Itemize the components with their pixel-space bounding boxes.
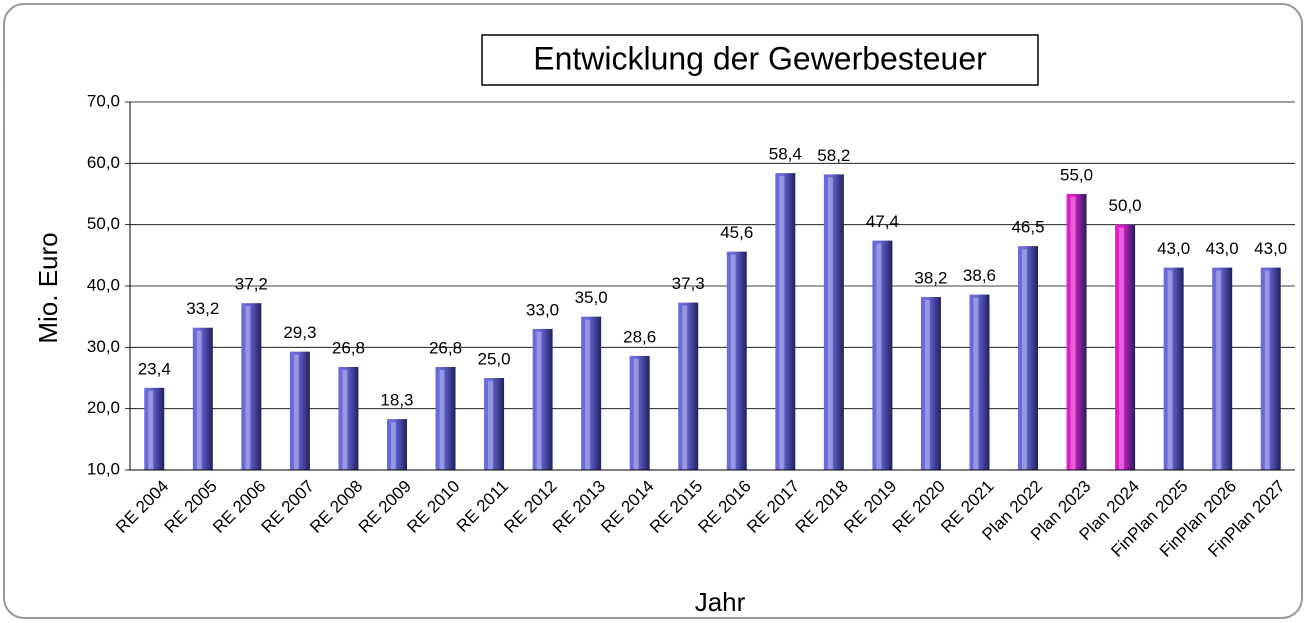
bar-highlight [1119,227,1125,470]
bar [241,303,262,470]
value-label: 33,2 [186,299,219,318]
bar-highlight [973,297,979,470]
bar [144,387,165,470]
value-label: 37,3 [672,274,705,293]
y-tick-label: 40,0 [87,275,120,294]
value-label: 43,0 [1157,239,1190,258]
bar-highlight [876,243,882,470]
value-label: 45,6 [720,223,753,242]
bar-highlight [1167,270,1173,470]
y-tick-label: 20,0 [87,398,120,417]
y-tick-label: 10,0 [87,459,120,478]
value-label: 43,0 [1206,239,1239,258]
value-label: 47,4 [866,212,899,231]
bar-highlight [536,331,542,470]
bar [1163,267,1184,470]
bar [872,240,893,470]
bar-highlight [633,358,639,470]
value-label: 43,0 [1254,239,1287,258]
bar [823,174,844,470]
value-label: 58,4 [769,145,802,164]
value-label: 28,6 [623,327,656,346]
bar [629,355,650,470]
y-tick-label: 50,0 [87,214,120,233]
bar-highlight [779,176,785,470]
bar [484,378,505,470]
bar-highlight [1264,270,1270,470]
value-label: 38,6 [963,266,996,285]
value-label: 33,0 [526,300,559,319]
bar-highlight [439,369,445,470]
value-label: 26,8 [332,338,365,357]
bar [920,297,941,470]
value-label: 46,5 [1011,218,1044,237]
value-label: 26,8 [429,338,462,357]
value-label: 50,0 [1109,196,1142,215]
value-label: 18,3 [380,391,413,410]
bar [969,294,990,470]
value-label: 58,2 [817,146,850,165]
bar [1018,246,1039,470]
bar-highlight [1216,270,1222,470]
bar [1260,267,1281,470]
bar [1212,267,1233,470]
bar-highlight [148,390,154,470]
bar-highlight [342,369,348,470]
value-label: 55,0 [1060,165,1093,184]
bar-highlight [488,381,494,470]
bar-highlight [1022,249,1028,470]
bar-highlight [730,254,736,470]
y-axis-label: Mio. Euro [33,232,63,343]
bar-highlight [1070,197,1076,470]
chart-title: Entwicklung der Gewerbesteuer [533,40,987,76]
bar [435,366,456,470]
bar-highlight [196,330,202,470]
value-label: 37,2 [235,275,268,294]
y-tick-label: 30,0 [87,337,120,356]
bar [386,419,407,470]
bar [1066,194,1087,470]
y-tick-label: 60,0 [87,153,120,172]
bar-highlight [293,354,299,470]
bar-highlight [245,306,251,470]
value-label: 29,3 [283,323,316,342]
value-label: 35,0 [575,288,608,307]
bar [289,351,310,470]
bar-highlight [924,300,930,470]
bar-highlight [390,422,396,470]
bar [726,251,747,470]
bar-highlight [827,177,833,470]
bar-highlight [682,305,688,470]
bar [1115,224,1136,470]
bar [532,328,553,470]
bar [192,327,213,470]
x-axis-label: Jahr [695,587,746,617]
bar [338,366,359,470]
y-tick-label: 70,0 [87,91,120,110]
value-label: 23,4 [138,359,171,378]
value-label: 25,0 [478,349,511,368]
bar [678,302,699,470]
bar [581,316,602,470]
title-box [481,34,1039,86]
bar-highlight [585,319,591,470]
value-label: 38,2 [914,269,947,288]
bar [775,173,796,470]
